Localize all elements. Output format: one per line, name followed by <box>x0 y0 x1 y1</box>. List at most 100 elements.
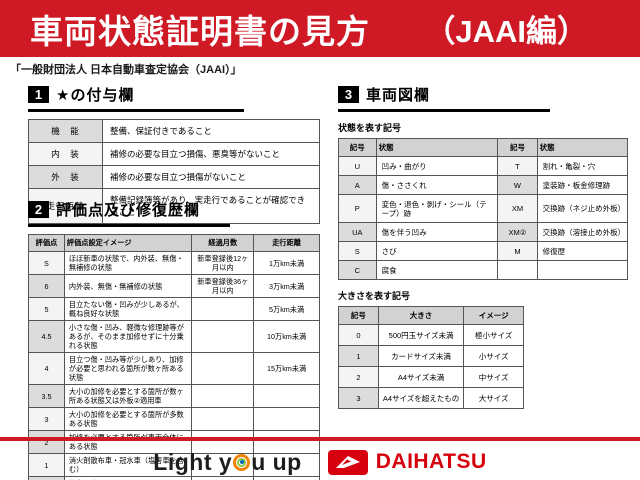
daihatsu-logo-icon <box>327 449 368 475</box>
months-cell: 新車登録後36ヶ月以内 <box>191 274 255 298</box>
symbol-cell <box>497 260 538 280</box>
desc-cell: 大小の加修を必要とする箇所が多数ある状態 <box>63 407 193 431</box>
symbol-cell: XM <box>497 194 538 223</box>
symbol-cell: S <box>338 241 377 261</box>
section-star-grant: 1 ★の付与欄 機 能 整備、保証付きであること 内 装 補修の必要な目立つ損傷… <box>28 84 320 224</box>
criteria-value: 整備、保証付きであること <box>102 119 320 143</box>
criteria-label: 内 装 <box>28 142 103 166</box>
score-cell: 2 <box>28 430 65 454</box>
image-cell: 大サイズ <box>463 387 524 409</box>
score-cell: 1 <box>28 453 65 477</box>
desc-cell: ほぼ新車の状態で、内外装、無傷・無補修の状態 <box>63 251 193 275</box>
size-symbols-table: 記号 大きさ イメージ 0 500円玉サイズ未満 極小サイズ 1 カードサイズ未… <box>338 306 524 409</box>
section3-header: 3 車両図欄 <box>338 84 550 112</box>
symbol-cell: 0 <box>338 324 379 346</box>
star-criteria-table: 機 能 整備、保証付きであること 内 装 補修の必要な目立つ損傷、悪臭等がないこ… <box>28 119 320 224</box>
col-header-desc: 評価点設定イメージ <box>63 234 193 252</box>
score-cell: 3.5 <box>28 384 65 408</box>
table-row: UA 傷を伴う凹み XM② 交換跡（溶接止め外板） <box>338 222 629 242</box>
symbol-cell: 3 <box>338 387 379 409</box>
symbol-cell: A <box>338 175 377 195</box>
size-cell: A4サイズを超えたもの <box>377 387 465 409</box>
mileage-cell <box>253 476 320 480</box>
evaluation-table: 評価点 評価点設定イメージ 経過月数 走行距離 S ほぼ新車の状態で、内外装、無… <box>28 234 320 480</box>
symbol-cell: M <box>497 241 538 261</box>
months-cell <box>191 476 255 480</box>
section1-header: 1 ★の付与欄 <box>28 84 244 112</box>
state-cell: 塗装跡・板金修理跡 <box>536 175 629 195</box>
image-cell: 中サイズ <box>463 366 524 388</box>
table-row: S ほぼ新車の状態で、内外装、無傷・無補修の状態 新車登録後12ヶ月以内 1万k… <box>28 251 320 275</box>
mileage-cell <box>253 407 320 431</box>
table-row: 3 A4サイズを超えたもの 大サイズ <box>338 387 524 409</box>
criteria-value: 補修の必要な目立つ損傷がないこと <box>102 165 320 189</box>
section3-number-badge: 3 <box>338 86 359 103</box>
table-row: 1 カードサイズ未満 小サイズ <box>338 345 524 367</box>
state-cell: 割れ・亀裂・穴 <box>536 156 629 176</box>
table-row: 5 目立たない傷・凹みが少しあるが、概ね良好な状態 5万km未満 <box>28 297 320 321</box>
desc-cell: 消火剤散布車・冠水車（塩害車を含む） <box>63 453 193 477</box>
state-symbols-table: 記号 状態 記号 状態 U 凹み・曲がり T 割れ・亀裂・穴 A 傷・ささくれ … <box>338 138 629 280</box>
months-cell <box>191 352 255 385</box>
size-symbols-caption: 大きさを表す記号 <box>338 291 411 301</box>
state-cell <box>536 260 629 280</box>
table-row: 2 A4サイズ未満 中サイズ <box>338 366 524 388</box>
mileage-cell: 1万km未満 <box>253 251 320 275</box>
size-cell: A4サイズ未満 <box>377 366 465 388</box>
symbol-cell: U <box>338 156 377 176</box>
table-row: 外 装 補修の必要な目立つ損傷がないこと <box>28 165 320 189</box>
table-row: P 変色・退色・剥げ・シール（テープ）跡 XM 交換跡（ネジ止め外板） <box>338 194 629 223</box>
state-symbols-caption: 状態を表す記号 <box>338 123 402 133</box>
score-cell: 4.5 <box>28 320 65 353</box>
col-header-score: 評価点 <box>28 234 65 252</box>
slogan-text-suffix: u up <box>251 448 302 475</box>
symbol-cell: 2 <box>338 366 379 388</box>
footer-divider <box>0 437 640 441</box>
desc-cell: 目立たない傷・凹みが少しあるが、概ね良好な状態 <box>63 297 193 321</box>
table-header-row: 評価点 評価点設定イメージ 経過月数 走行距離 <box>28 234 320 252</box>
col-header-state: 状態 <box>536 138 629 157</box>
section2-number-badge: 2 <box>28 201 49 218</box>
state-cell: 傷・ささくれ <box>375 175 499 195</box>
daihatsu-d-glyph <box>335 455 360 468</box>
months-cell <box>191 320 255 353</box>
table-header-row: 記号 大きさ イメージ <box>338 306 524 325</box>
image-cell: 極小サイズ <box>463 324 524 346</box>
desc-cell: 小さな傷・凹み、軽微な修理跡等があるが、そのまま加修せずに十分乗れる状態 <box>63 320 193 353</box>
section2-header: 2 評価点及び修復歴欄 <box>28 199 230 227</box>
table-row: 0 500円玉サイズ未満 極小サイズ <box>338 324 524 346</box>
score-cell: 6 <box>28 274 65 298</box>
ring-core <box>239 460 244 464</box>
footer: Light y u up DAIHATSU <box>0 447 640 477</box>
criteria-value: 整備記録簿等があり、実走行であることが確認できること <box>102 188 320 224</box>
table-header-row: 記号 状態 記号 状態 <box>338 138 629 157</box>
organization-subtitle: 「一般財団法人 日本自動車査定協会（JAAI）」 <box>10 64 242 76</box>
col-header-symbol: 記号 <box>338 138 377 157</box>
state-cell: 凹み・曲がり <box>375 156 499 176</box>
mileage-cell: 15万km未満 <box>253 352 320 385</box>
table-row: 3 大小の加修を必要とする箇所が多数ある状態 <box>28 407 320 431</box>
score-cell: 4 <box>28 352 65 385</box>
criteria-label: 機 能 <box>28 119 103 143</box>
criteria-label: 外 装 <box>28 165 103 189</box>
table-row: 機 能 整備、保証付きであること <box>28 119 320 143</box>
symbol-cell: UA <box>338 222 377 242</box>
section-vehicle-diagram: 3 車両図欄 状態を表す記号 記号 状態 記号 状態 U 凹み・曲がり T 割れ… <box>338 84 630 409</box>
mileage-cell: 10万km未満 <box>253 320 320 353</box>
table-row: S さび M 修復歴 <box>338 241 629 261</box>
col-header-symbol: 記号 <box>338 306 379 325</box>
symbol-cell: XM② <box>497 222 538 242</box>
desc-cell: 修復歴車 <box>63 476 193 480</box>
page-title: 車両状態証明書の見方 <box>30 12 370 50</box>
table-row: 4.5 小さな傷・凹み、軽微な修理跡等があるが、そのまま加修せずに十分乗れる状態… <box>28 320 320 353</box>
section1-title: ★の付与欄 <box>56 87 135 104</box>
slogan-text-prefix: Light y <box>153 448 233 475</box>
col-header-mileage: 走行距離 <box>253 234 320 252</box>
size-cell: 500円玉サイズ未満 <box>377 324 465 346</box>
ring-inner <box>237 457 247 467</box>
score-cell: S <box>28 251 65 275</box>
table-row: 6 内外装、無傷・無補修の状態 新車登録後36ヶ月以内 3万km未満 <box>28 274 320 298</box>
col-header-state: 状態 <box>375 138 499 157</box>
size-cell: カードサイズ未満 <box>377 345 465 367</box>
